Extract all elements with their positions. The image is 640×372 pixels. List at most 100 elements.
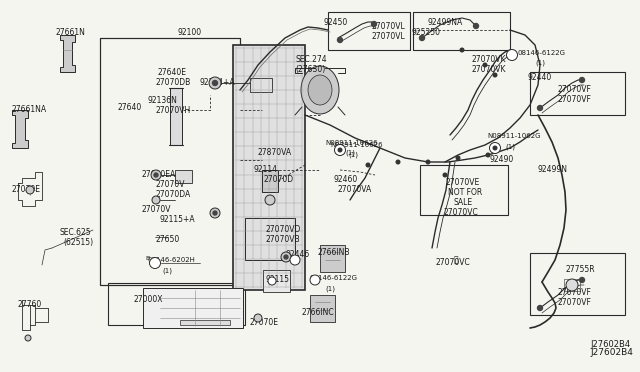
Circle shape xyxy=(443,173,447,177)
Bar xyxy=(310,295,335,322)
Circle shape xyxy=(290,255,300,265)
Bar xyxy=(250,78,272,92)
Circle shape xyxy=(579,77,584,83)
Bar xyxy=(245,218,295,260)
Text: 92136N: 92136N xyxy=(148,96,178,105)
Text: 27070DB: 27070DB xyxy=(155,78,190,87)
Circle shape xyxy=(538,106,543,110)
Bar xyxy=(564,279,580,291)
Text: 27070VL: 27070VL xyxy=(372,22,406,31)
Text: 27070V: 27070V xyxy=(155,180,184,189)
Bar xyxy=(180,320,230,325)
Text: SEC.274: SEC.274 xyxy=(295,55,326,64)
Circle shape xyxy=(268,277,276,285)
Text: 27070VL: 27070VL xyxy=(372,32,406,41)
Circle shape xyxy=(213,211,217,215)
Text: 27070VH: 27070VH xyxy=(155,106,190,115)
Text: 27070E: 27070E xyxy=(12,185,41,194)
Bar xyxy=(530,253,625,315)
Text: 92114+A: 92114+A xyxy=(200,78,236,87)
Circle shape xyxy=(426,160,430,164)
Text: 27070DA: 27070DA xyxy=(155,190,190,199)
Bar xyxy=(143,288,243,328)
Bar xyxy=(328,12,410,50)
Text: 27070VF: 27070VF xyxy=(557,298,591,307)
Circle shape xyxy=(419,35,424,41)
Circle shape xyxy=(456,156,460,160)
Circle shape xyxy=(460,48,464,52)
Text: 27070E: 27070E xyxy=(250,318,279,327)
Text: J27602B4: J27602B4 xyxy=(590,348,633,357)
Circle shape xyxy=(490,142,500,154)
Text: B: B xyxy=(313,278,317,282)
Bar xyxy=(530,72,625,115)
Ellipse shape xyxy=(301,66,339,114)
Circle shape xyxy=(337,38,342,42)
Text: (1): (1) xyxy=(162,267,172,273)
Text: (1): (1) xyxy=(325,285,335,292)
Bar xyxy=(170,88,182,145)
Text: 92450: 92450 xyxy=(323,18,348,27)
Text: Ⓐ: Ⓐ xyxy=(454,256,458,264)
Bar xyxy=(175,170,192,183)
Text: 27650: 27650 xyxy=(155,235,179,244)
Circle shape xyxy=(335,144,346,155)
Circle shape xyxy=(209,77,221,89)
Text: 92115: 92115 xyxy=(265,275,289,284)
Text: (1): (1) xyxy=(505,143,515,150)
Text: 27070V: 27070V xyxy=(142,205,172,214)
Circle shape xyxy=(310,275,320,285)
Text: 27070VC: 27070VC xyxy=(443,208,477,217)
Text: 92499N: 92499N xyxy=(538,165,568,174)
Circle shape xyxy=(281,252,291,262)
Text: (1): (1) xyxy=(535,60,545,67)
Bar xyxy=(420,165,508,215)
Text: 27070VE: 27070VE xyxy=(446,178,480,187)
Bar xyxy=(263,270,290,292)
Text: 27640EA: 27640EA xyxy=(142,170,176,179)
Text: N08911-10626: N08911-10626 xyxy=(330,142,383,148)
Circle shape xyxy=(566,279,578,291)
Polygon shape xyxy=(60,35,75,72)
Text: 08146-6202H: 08146-6202H xyxy=(148,257,196,263)
Text: N08911-1062G: N08911-1062G xyxy=(487,133,541,139)
Circle shape xyxy=(151,170,161,180)
Text: SEC.625: SEC.625 xyxy=(60,228,92,237)
Polygon shape xyxy=(12,110,28,148)
Circle shape xyxy=(506,49,518,61)
Text: 27661N: 27661N xyxy=(55,28,85,37)
Circle shape xyxy=(152,196,160,204)
Text: 27640E: 27640E xyxy=(158,68,187,77)
Text: 92100: 92100 xyxy=(178,28,202,37)
Text: 2766INC: 2766INC xyxy=(302,308,335,317)
Text: B: B xyxy=(293,257,297,263)
Bar xyxy=(245,218,295,260)
Text: 27070VB: 27070VB xyxy=(265,235,300,244)
Circle shape xyxy=(396,160,400,164)
Text: 27640: 27640 xyxy=(118,103,142,112)
Circle shape xyxy=(483,63,487,67)
Text: 2766INB: 2766INB xyxy=(318,248,351,257)
Text: 92499NA: 92499NA xyxy=(428,18,463,27)
Text: 92115+A: 92115+A xyxy=(160,215,196,224)
Circle shape xyxy=(254,314,262,322)
Text: 27755R: 27755R xyxy=(565,265,595,274)
Text: 92114: 92114 xyxy=(253,165,277,174)
Circle shape xyxy=(338,148,342,152)
Text: 27070VC: 27070VC xyxy=(436,258,471,267)
Text: 27070VF: 27070VF xyxy=(557,85,591,94)
Text: 27000X: 27000X xyxy=(133,295,163,304)
Text: 08146-6122G: 08146-6122G xyxy=(517,50,565,56)
Text: 27070VF: 27070VF xyxy=(557,95,591,104)
Text: 08146-6122G: 08146-6122G xyxy=(310,275,358,281)
Text: 27070VK: 27070VK xyxy=(472,65,506,74)
Text: 27070VK: 27070VK xyxy=(472,55,506,64)
Circle shape xyxy=(284,255,288,259)
Circle shape xyxy=(210,208,220,218)
Circle shape xyxy=(212,80,218,86)
Text: J27602B4: J27602B4 xyxy=(590,340,630,349)
Bar xyxy=(108,283,245,325)
Text: NOT FOR: NOT FOR xyxy=(448,188,483,197)
Text: (1): (1) xyxy=(348,152,358,158)
Circle shape xyxy=(154,173,158,177)
